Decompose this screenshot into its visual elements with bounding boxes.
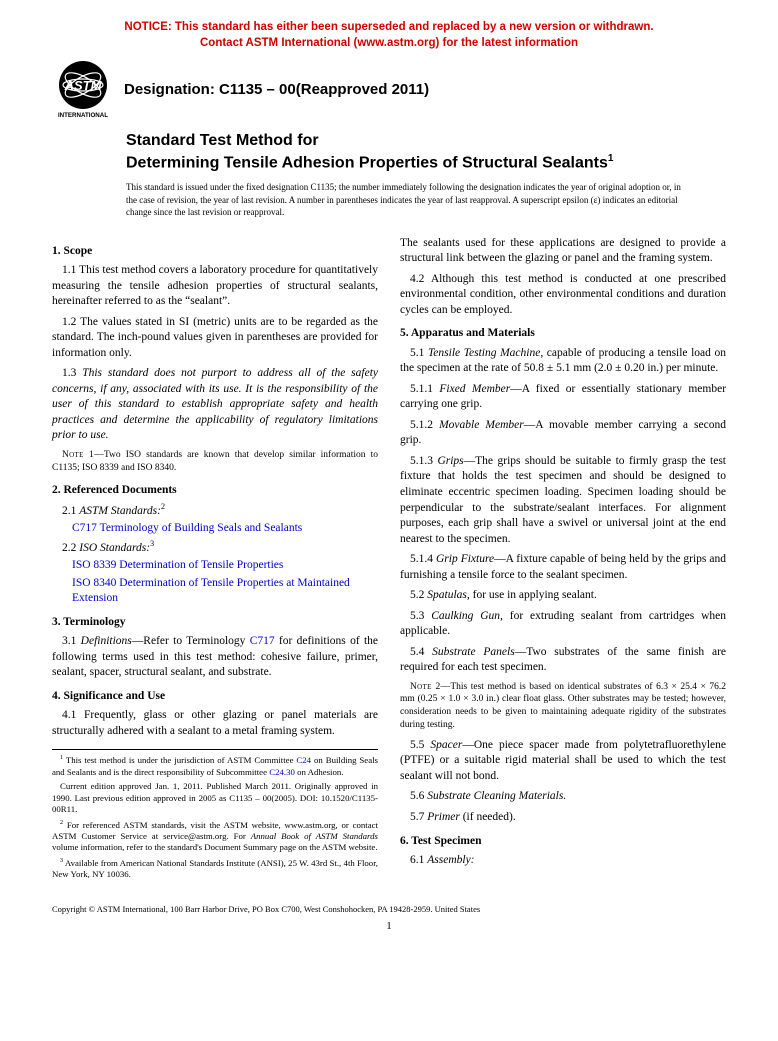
para-6-1: 6.1 Assembly:	[400, 853, 726, 869]
header-row: ASTM INTERNATIONAL Designation: C1135 – …	[52, 59, 726, 119]
para-2-2: 2.2 ISO Standards:3	[52, 539, 378, 556]
section-2-head: 2. Referenced Documents	[52, 483, 378, 499]
body-columns: 1. Scope 1.1 This test method covers a l…	[52, 236, 726, 881]
para-5-3: 5.3 Caulking Gun, for extruding sealant …	[400, 609, 726, 640]
logo-subtext: INTERNATIONAL	[58, 112, 108, 119]
notice-line1: NOTICE: This standard has either been su…	[124, 21, 653, 33]
section-3-head: 3. Terminology	[52, 615, 378, 631]
para-1-2: 1.2 The values stated in SI (metric) uni…	[52, 315, 378, 362]
designation: Designation: C1135 – 00(Reapproved 2011)	[124, 81, 429, 98]
ref-c717-inline[interactable]: C717	[250, 635, 275, 647]
note-2: Note 2—This test method is based on iden…	[400, 681, 726, 732]
para-5-1-1: 5.1.1 Fixed Member—A fixed or essentiall…	[400, 382, 726, 413]
ref-iso8339: ISO 8339 Determination of Tensile Proper…	[52, 558, 378, 574]
title-block: Standard Test Method for Determining Ten…	[126, 131, 726, 173]
page: NOTICE: This standard has either been su…	[0, 0, 778, 952]
note-2-label: Note 2—	[410, 682, 450, 692]
para-1-3-body: This standard does not purport to addres…	[52, 367, 378, 441]
notice-banner: NOTICE: This standard has either been su…	[52, 20, 726, 51]
issued-note: This standard is issued under the fixed …	[126, 181, 726, 217]
astm-logo-icon: ASTM INTERNATIONAL	[52, 59, 114, 119]
para-1-3: 1.3 This standard does not purport to ad…	[52, 366, 378, 444]
para-5-1-2: 5.1.2 Movable Member—A movable member ca…	[400, 418, 726, 449]
para-5-1: 5.1 Tensile Testing Machine, capable of …	[400, 346, 726, 377]
para-5-6: 5.6 Substrate Cleaning Materials.	[400, 789, 726, 805]
copyright: Copyright © ASTM International, 100 Barr…	[52, 904, 726, 914]
para-5-7: 5.7 Primer (if needed).	[400, 810, 726, 826]
section-6-head: 6. Test Specimen	[400, 834, 726, 850]
fn1-link-c2430[interactable]: C24.30	[269, 767, 295, 777]
para-2-1: 2.1 ASTM Standards:2	[52, 502, 378, 519]
para-5-2: 5.2 Spatulas, for use in applying sealan…	[400, 588, 726, 604]
para-5-4: 5.4 Substrate Panels—Two substrates of t…	[400, 645, 726, 676]
ref-iso8340: ISO 8340 Determination of Tensile Proper…	[52, 576, 378, 607]
page-number: 1	[52, 920, 726, 932]
fn1-link-c24[interactable]: C24	[296, 755, 311, 765]
title-main: Determining Tensile Adhesion Properties …	[126, 153, 726, 173]
title-main-text: Determining Tensile Adhesion Properties …	[126, 154, 608, 171]
ref-c717: C717 Terminology of Building Seals and S…	[52, 521, 378, 537]
footnote-1b: Current edition approved Jan. 1, 2011. P…	[52, 781, 378, 815]
para-1-1: 1.1 This test method covers a laboratory…	[52, 263, 378, 310]
ref-iso8339-code[interactable]: ISO 8339	[72, 559, 116, 571]
para-4-1-cont: The sealants used for these applications…	[400, 236, 726, 267]
ref-iso8340-code[interactable]: ISO 8340	[72, 577, 116, 589]
para-4-2: 4.2 Although this test method is conduct…	[400, 272, 726, 319]
para-4-1: 4.1 Frequently, glass or other glazing o…	[52, 708, 378, 739]
note-1: Note 1—Two ISO standards are known that …	[52, 449, 378, 475]
footnote-3: 3 Available from American National Stand…	[52, 857, 378, 881]
footnote-2: 2 For referenced ASTM standards, visit t…	[52, 819, 378, 854]
para-3-1: 3.1 Definitions—Refer to Terminology C71…	[52, 634, 378, 681]
footnotes: 1 This test method is under the jurisdic…	[52, 749, 378, 880]
svg-text:ASTM: ASTM	[64, 78, 103, 93]
note-1-label: Note 1—	[62, 450, 104, 460]
ref-c717-title[interactable]: Terminology of Building Seals and Sealan…	[100, 522, 303, 534]
para-5-1-4: 5.1.4 Grip Fixture—A fixture capable of …	[400, 552, 726, 583]
ref-iso8339-title[interactable]: Determination of Tensile Properties	[119, 559, 283, 571]
fn-sup-3: 3	[150, 539, 154, 548]
notice-line2: Contact ASTM International (www.astm.org…	[200, 37, 578, 49]
section-1-head: 1. Scope	[52, 244, 378, 260]
footnote-1: 1 This test method is under the jurisdic…	[52, 754, 378, 778]
section-4-head: 4. Significance and Use	[52, 689, 378, 705]
section-5-head: 5. Apparatus and Materials	[400, 326, 726, 342]
para-3-1-b: Refer to Terminology	[143, 635, 249, 647]
fn-sup-2: 2	[161, 502, 165, 511]
para-5-5: 5.5 Spacer—One piece spacer made from po…	[400, 738, 726, 785]
para-5-1-3: 5.1.3 Grips—The grips should be suitable…	[400, 454, 726, 547]
title-pre: Standard Test Method for	[126, 131, 726, 151]
title-sup: 1	[608, 153, 614, 164]
ref-c717-code[interactable]: C717	[72, 522, 97, 534]
